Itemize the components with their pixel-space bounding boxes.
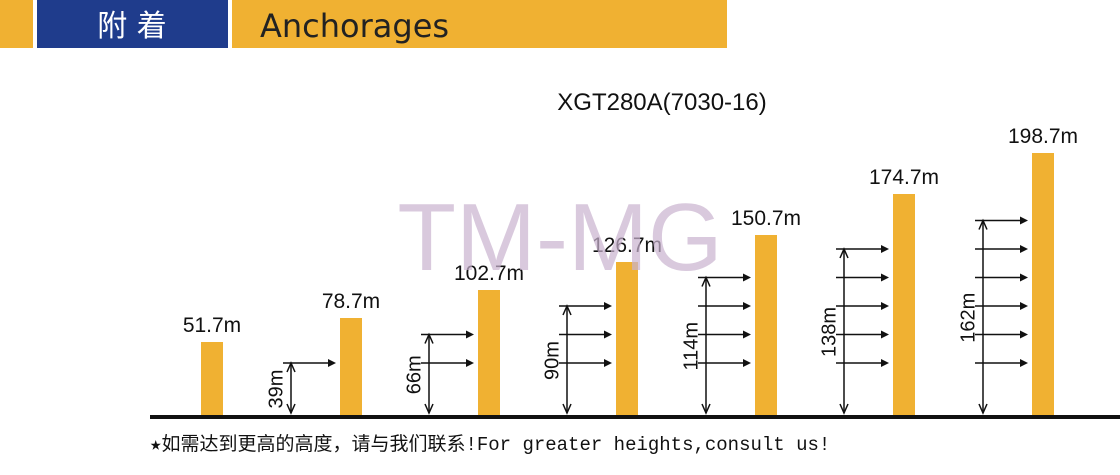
anchor-arrowhead (328, 359, 336, 367)
anchor-height-label: 138m (818, 307, 840, 357)
anchor-arrowhead (604, 359, 612, 367)
tower-height-label: 126.7m (592, 234, 662, 257)
anchor-arrowhead (743, 302, 751, 310)
anchor-arrowhead (881, 273, 889, 282)
tower-height-label: 150.7m (731, 207, 801, 230)
tower-height-label: 198.7m (1008, 125, 1078, 148)
anchor-arrowhead (1020, 245, 1028, 253)
anchor-height-label: 39m (265, 370, 287, 409)
anchor-arrowhead (881, 330, 889, 339)
anchor-arrowhead (466, 330, 474, 339)
ground-line (150, 415, 1120, 419)
tower-mast (616, 262, 638, 415)
anchor-arrowhead (881, 245, 889, 253)
anchor-arrowhead (881, 302, 889, 310)
anchor-arrowhead (1020, 330, 1028, 339)
dimension-arrow-bottom (286, 403, 296, 415)
anchor-arrowhead (604, 330, 612, 339)
tower-mast (1032, 153, 1054, 415)
dimension-arrow-bottom (701, 403, 711, 415)
anchor-arrowhead (743, 359, 751, 367)
tower-mast (755, 235, 777, 415)
dimension-arrow-bottom (562, 403, 572, 415)
header-band (0, 0, 33, 48)
tower-height-label: 102.7m (454, 262, 524, 285)
header-title-cn: 附 着 (97, 9, 167, 44)
anchor-height-label: 66m (403, 355, 425, 394)
anchor-arrowhead (604, 302, 612, 310)
header-title-en: Anchorages (260, 7, 449, 45)
model-title: XGT280A(7030-16) (557, 89, 766, 116)
tower-height-label: 51.7m (183, 314, 241, 337)
towers: 51.7m 78.7m 39m 102.7m 66m 126.7m 90m 150.7m 114… (183, 125, 1078, 415)
anchor-arrowhead (1020, 359, 1028, 367)
tower-mast (893, 194, 915, 415)
header-en-block (232, 0, 727, 48)
footnote: ★如需达到更高的高度，请与我们联系!For greater heights,co… (150, 433, 830, 456)
anchor-arrowhead (466, 359, 474, 367)
anchor-height-label: 162m (957, 293, 979, 343)
tower-height-label: 174.7m (869, 166, 939, 189)
anchor-arrowhead (1020, 216, 1028, 225)
anchor-arrowhead (881, 359, 889, 367)
tower-height-label: 78.7m (322, 290, 380, 313)
anchor-arrowhead (743, 330, 751, 339)
tower-mast (340, 318, 362, 415)
dimension-arrow-bottom (424, 403, 434, 415)
header-cn-block (37, 0, 228, 48)
watermark: TM-MG (397, 184, 722, 291)
tower-mast (478, 290, 500, 415)
dimension-arrow-bottom (839, 403, 849, 415)
anchor-height-label: 114m (680, 322, 702, 371)
dimension-arrow-bottom (978, 403, 988, 415)
anchor-arrowhead (1020, 273, 1028, 282)
tower-mast (201, 342, 223, 415)
anchor-arrowhead (743, 273, 751, 282)
anchor-arrowhead (1020, 302, 1028, 310)
anchor-height-label: 90m (541, 341, 563, 380)
